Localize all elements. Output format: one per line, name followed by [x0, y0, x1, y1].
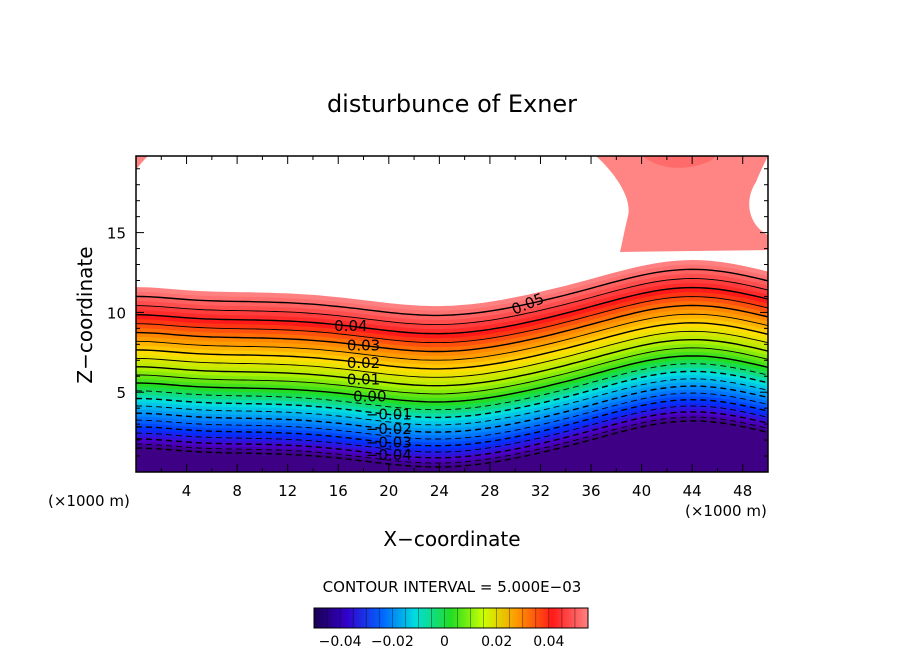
colorbar-tick-label: 0.04: [533, 634, 564, 650]
svg-text:−0.01: −0.01: [366, 405, 412, 423]
y-tick-label: 10: [107, 304, 126, 322]
contour-interval-text: CONTOUR INTERVAL = 5.000E−03: [323, 578, 582, 596]
x-axis-label: X−coordinate: [383, 527, 520, 551]
contour-line: [136, 416, 768, 464]
contour-label: 0.00: [353, 388, 386, 406]
contour-line: [136, 296, 768, 344]
x-tick-label: 32: [531, 482, 550, 500]
svg-text:0.00: 0.00: [353, 388, 386, 406]
x-tick-label: 12: [278, 482, 297, 500]
colorbar: [313, 607, 589, 629]
contour-label: −0.01: [366, 405, 412, 423]
contour-line: [136, 370, 768, 419]
x-tick-label: 4: [182, 482, 192, 500]
upper-max-core: [642, 156, 716, 168]
chart-title: disturbunce of Exner: [327, 90, 577, 118]
contour-line: [136, 322, 768, 370]
contour-line: [136, 363, 768, 411]
contour-line: [136, 355, 768, 403]
x-tick-label: 28: [480, 482, 499, 500]
x-tick-label: 40: [632, 482, 651, 500]
plot-frame: [135, 155, 769, 473]
contour-label: 0.01: [347, 371, 380, 389]
contour-label: 0.03: [347, 337, 380, 355]
contour-line: [136, 304, 768, 353]
contour-line: [136, 378, 768, 426]
contour-lines: 0.050.040.030.020.010.00−0.01−0.02−0.03−…: [136, 268, 768, 468]
contour-line: [136, 339, 768, 387]
y-axis-label: Z−coordinate: [73, 246, 97, 383]
svg-text:0.03: 0.03: [347, 337, 380, 355]
x-axis-ticks: 4 8 12 16 20 24 28 32 36 40 44 48: [160, 156, 769, 500]
svg-text:−0.03: −0.03: [366, 434, 412, 452]
contour-bands: [136, 156, 768, 472]
contour-line: [136, 268, 768, 317]
contour-label: 0.02: [347, 354, 380, 372]
x-tick-label: 24: [430, 482, 449, 500]
contour-line: [136, 330, 768, 378]
contour-line: [136, 385, 768, 433]
x-tick-label: 8: [232, 482, 242, 500]
contour-label: −0.04: [366, 446, 412, 464]
svg-text:−0.04: −0.04: [366, 446, 412, 464]
x-tick-label: 16: [329, 482, 348, 500]
contour-line: [136, 392, 768, 440]
contour-line: [136, 405, 768, 453]
colorbar-tick-label: −0.04: [319, 634, 362, 650]
colorbar-tick-label: 0.02: [481, 634, 512, 650]
contour-line: [136, 411, 768, 459]
contour-label: −0.03: [366, 434, 412, 452]
upper-left-lobe: [136, 156, 148, 170]
svg-text:−0.02: −0.02: [366, 420, 412, 438]
contour-line: [136, 278, 768, 326]
x-unit-right: (×1000 m): [685, 502, 767, 520]
colorbar-tick-label: 0: [440, 634, 449, 650]
y-tick-label: 5: [116, 384, 126, 402]
contour-band: [136, 419, 768, 472]
contour-line: [136, 313, 768, 361]
contour-line: [136, 286, 768, 335]
y-tick-label: 15: [107, 225, 126, 243]
x-unit-left: (×1000 m): [48, 492, 130, 510]
svg-text:0.04: 0.04: [334, 317, 367, 335]
contour-line: [136, 347, 768, 395]
contour-line: [136, 420, 768, 468]
contour-line: [136, 398, 768, 447]
x-tick-label: 20: [379, 482, 398, 500]
x-tick-label: 44: [683, 482, 702, 500]
colorbar-tick-label: −0.02: [371, 634, 414, 650]
colorbar-ticks: −0.04 −0.02 0 0.02 0.04: [319, 608, 589, 650]
x-tick-label: 36: [581, 482, 600, 500]
contour-label: −0.02: [366, 420, 412, 438]
svg-text:0.01: 0.01: [347, 371, 380, 389]
x-tick-label: 48: [733, 482, 752, 500]
contour-label: 0.04: [334, 317, 367, 335]
upper-max-lobe: [596, 156, 768, 252]
y-axis-ticks: 5 10 15: [107, 168, 768, 457]
svg-text:0.02: 0.02: [347, 354, 380, 372]
